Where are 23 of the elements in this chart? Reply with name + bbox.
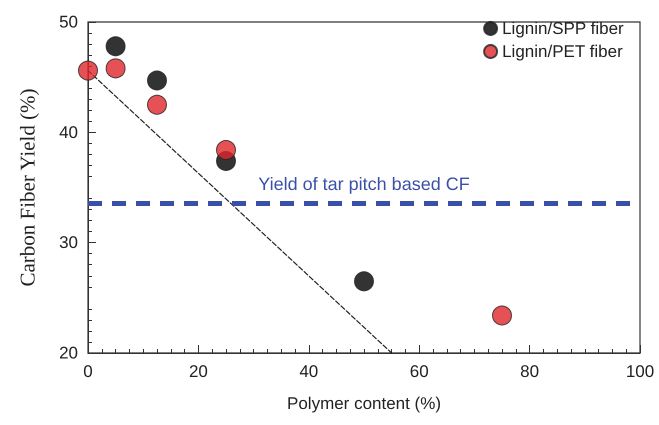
y-tick-label: 40: [59, 122, 78, 142]
point: [147, 70, 167, 90]
x-tick-label: 60: [410, 362, 429, 381]
point: [106, 36, 126, 56]
y-tick-label: 50: [59, 12, 78, 32]
x-axis-title: Polymer content (%): [287, 394, 441, 413]
point: [78, 60, 98, 81]
point: [354, 271, 374, 292]
point: [147, 94, 167, 115]
x-tick-label: 100: [626, 362, 654, 381]
y-axis-title: Carbon Fiber Yield (%): [16, 88, 40, 287]
legend-label: Lignin/SPP fiber: [502, 19, 624, 38]
x-tick-label: 40: [299, 362, 318, 381]
x-tick-label: 20: [188, 362, 208, 381]
x-tick-label: 0: [83, 362, 93, 381]
point: [216, 140, 236, 160]
legend-label: Lignin/PET fiber: [502, 42, 624, 61]
ref-line-label: Yield of tar pitch based CF: [258, 174, 470, 194]
point: [492, 305, 512, 326]
y-tick-label: 20: [59, 344, 78, 362]
x-tick-label: 80: [520, 362, 540, 381]
point: [106, 58, 126, 78]
y-tick-label: 30: [59, 233, 78, 252]
